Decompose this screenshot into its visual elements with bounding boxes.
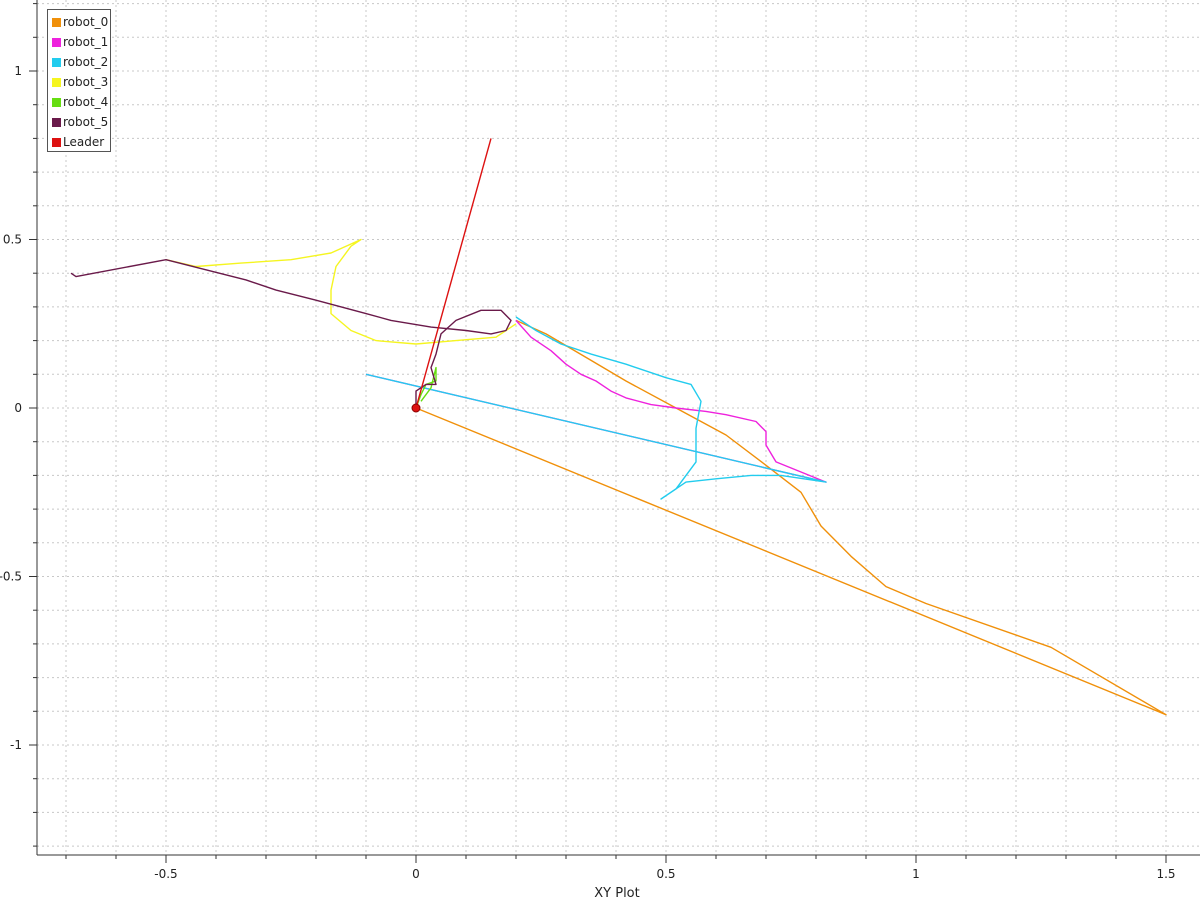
axes (36, 0, 1200, 856)
series-line-robot_2 (365, 316, 827, 500)
legend-label: robot_4 (63, 95, 109, 109)
series-line-robot_5 (70, 259, 512, 408)
legend-swatch (52, 77, 61, 87)
x-tick-label: 1 (912, 867, 920, 881)
x-axis-label: XY Plot (594, 886, 639, 900)
y-tick-label: -1 (10, 738, 22, 752)
legend-label: robot_0 (63, 15, 109, 29)
series-line-robot_3 (165, 238, 517, 345)
x-tick-label: 1.5 (1156, 867, 1175, 881)
legend-label: Leader (63, 135, 105, 149)
legend-item: robot_0 (48, 12, 110, 32)
legend-item: robot_4 (48, 92, 110, 112)
series-line-robot_1 (365, 319, 827, 483)
legend-swatch (52, 57, 61, 67)
legend-swatch (52, 17, 61, 27)
legend-label: robot_1 (63, 35, 109, 49)
series-line-robot_4 (415, 366, 437, 409)
legend-swatch (52, 97, 61, 107)
y-tick-label: 0 (14, 401, 22, 415)
legend-label: robot_2 (63, 55, 109, 69)
ticks: -0.5 0 0.5 1 1.5 1 0.5 0 -0.5 -1 (0, 3, 1176, 881)
series (70, 138, 1167, 716)
series-marker-Leader (411, 403, 421, 413)
legend-swatch (52, 117, 61, 127)
series-line-Leader (415, 138, 492, 409)
y-tick-label: 0.5 (3, 233, 22, 247)
legend-label: robot_5 (63, 115, 109, 129)
legend-item: robot_5 (48, 112, 110, 132)
legend-label: robot_3 (63, 75, 109, 89)
grid (37, 0, 1200, 855)
legend-swatch (52, 37, 61, 47)
legend-swatch (52, 137, 61, 147)
x-tick-label: -0.5 (154, 867, 177, 881)
legend-item: Leader (48, 132, 110, 152)
legend-item: robot_2 (48, 52, 110, 72)
x-tick-label: 0 (412, 867, 420, 881)
legend-item: robot_3 (48, 72, 110, 92)
x-tick-label: 0.5 (656, 867, 675, 881)
legend-item: robot_1 (48, 32, 110, 52)
y-tick-label: 1 (14, 64, 22, 78)
y-tick-label: -0.5 (0, 570, 22, 584)
series-line-robot_0 (415, 319, 1167, 716)
